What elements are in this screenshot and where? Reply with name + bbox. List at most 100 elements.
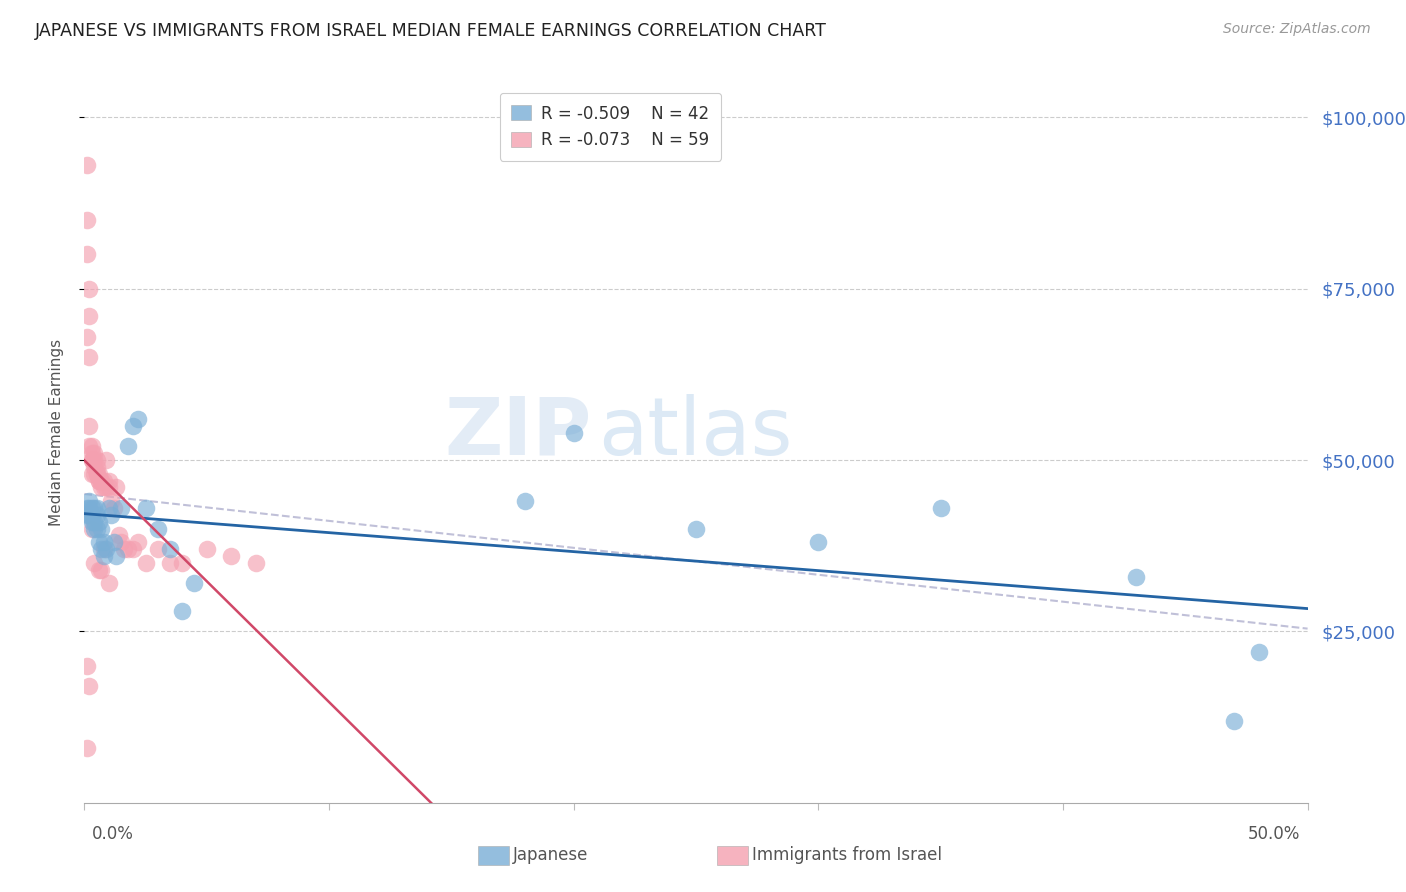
Text: Japanese: Japanese bbox=[513, 847, 589, 864]
Point bbox=[96, 480, 118, 494]
Point bbox=[1125, 569, 1147, 583]
Point bbox=[77, 508, 100, 522]
Text: JAPANESE VS IMMIGRANTS FROM ISRAEL MEDIAN FEMALE EARNINGS CORRELATION CHART: JAPANESE VS IMMIGRANTS FROM ISRAEL MEDIA… bbox=[35, 22, 827, 40]
Point bbox=[100, 494, 122, 508]
Point bbox=[96, 453, 118, 467]
Point bbox=[76, 213, 98, 227]
Point bbox=[93, 474, 115, 488]
Point bbox=[127, 412, 149, 426]
Point bbox=[97, 501, 120, 516]
Point bbox=[117, 542, 139, 557]
Point bbox=[90, 480, 112, 494]
Point bbox=[76, 658, 98, 673]
Point bbox=[245, 556, 267, 570]
Point bbox=[96, 542, 118, 557]
Point bbox=[135, 501, 157, 516]
Point bbox=[685, 522, 707, 536]
Point bbox=[80, 501, 103, 516]
Point bbox=[80, 453, 103, 467]
Point bbox=[77, 418, 100, 433]
Point bbox=[80, 508, 103, 522]
Point bbox=[83, 446, 105, 460]
Point bbox=[76, 329, 98, 343]
Point bbox=[103, 501, 125, 516]
Text: Source: ZipAtlas.com: Source: ZipAtlas.com bbox=[1223, 22, 1371, 37]
Point bbox=[83, 453, 105, 467]
Point bbox=[83, 467, 105, 481]
Point bbox=[93, 549, 115, 563]
Point bbox=[76, 247, 98, 261]
Point bbox=[135, 556, 157, 570]
Point bbox=[513, 494, 536, 508]
Point bbox=[83, 515, 105, 529]
Point bbox=[83, 556, 105, 570]
Point bbox=[77, 679, 100, 693]
Point bbox=[807, 535, 830, 549]
Point bbox=[77, 309, 100, 323]
Point bbox=[110, 501, 132, 516]
Point bbox=[76, 741, 98, 756]
Point bbox=[929, 501, 952, 516]
Point bbox=[87, 467, 110, 481]
Point bbox=[83, 522, 105, 536]
Point bbox=[93, 535, 115, 549]
Point bbox=[77, 350, 100, 364]
Point bbox=[107, 528, 129, 542]
Point bbox=[77, 494, 100, 508]
Point bbox=[93, 542, 115, 557]
Point bbox=[86, 459, 108, 474]
Point bbox=[76, 158, 98, 172]
Text: 50.0%: 50.0% bbox=[1249, 825, 1301, 843]
Point bbox=[172, 556, 194, 570]
Text: atlas: atlas bbox=[598, 393, 793, 472]
Point bbox=[76, 508, 98, 522]
Text: ZIP: ZIP bbox=[444, 393, 592, 472]
Point bbox=[80, 467, 103, 481]
Point bbox=[100, 508, 122, 522]
Point bbox=[97, 576, 120, 591]
Point bbox=[110, 535, 132, 549]
Point bbox=[86, 467, 108, 481]
Point bbox=[87, 515, 110, 529]
Point bbox=[146, 522, 169, 536]
Point bbox=[87, 535, 110, 549]
Point bbox=[90, 542, 112, 557]
Point bbox=[86, 501, 108, 516]
Point bbox=[80, 515, 103, 529]
Point bbox=[90, 522, 112, 536]
Y-axis label: Median Female Earnings: Median Female Earnings bbox=[49, 339, 63, 526]
Point bbox=[146, 542, 169, 557]
Point bbox=[87, 563, 110, 577]
Point bbox=[159, 556, 181, 570]
Text: 0.0%: 0.0% bbox=[91, 825, 134, 843]
Point bbox=[77, 282, 100, 296]
Text: Immigrants from Israel: Immigrants from Israel bbox=[752, 847, 942, 864]
Point bbox=[97, 474, 120, 488]
Point bbox=[117, 439, 139, 453]
Point bbox=[80, 522, 103, 536]
Point bbox=[86, 508, 108, 522]
Point bbox=[87, 474, 110, 488]
Point bbox=[80, 439, 103, 453]
Point bbox=[77, 501, 100, 516]
Point bbox=[103, 535, 125, 549]
Point bbox=[80, 446, 103, 460]
Point bbox=[80, 453, 103, 467]
Point bbox=[122, 542, 145, 557]
Point bbox=[159, 542, 181, 557]
Point bbox=[105, 480, 128, 494]
Point bbox=[86, 467, 108, 481]
Point bbox=[76, 501, 98, 516]
Point bbox=[112, 542, 135, 557]
Point bbox=[122, 418, 145, 433]
Point bbox=[105, 549, 128, 563]
Point bbox=[97, 480, 120, 494]
Legend: R = -0.509    N = 42, R = -0.073    N = 59: R = -0.509 N = 42, R = -0.073 N = 59 bbox=[499, 93, 721, 161]
Point bbox=[562, 425, 585, 440]
Point bbox=[86, 522, 108, 536]
Point bbox=[90, 474, 112, 488]
Point bbox=[195, 542, 218, 557]
Point bbox=[77, 439, 100, 453]
Point bbox=[183, 576, 205, 591]
Point bbox=[87, 474, 110, 488]
